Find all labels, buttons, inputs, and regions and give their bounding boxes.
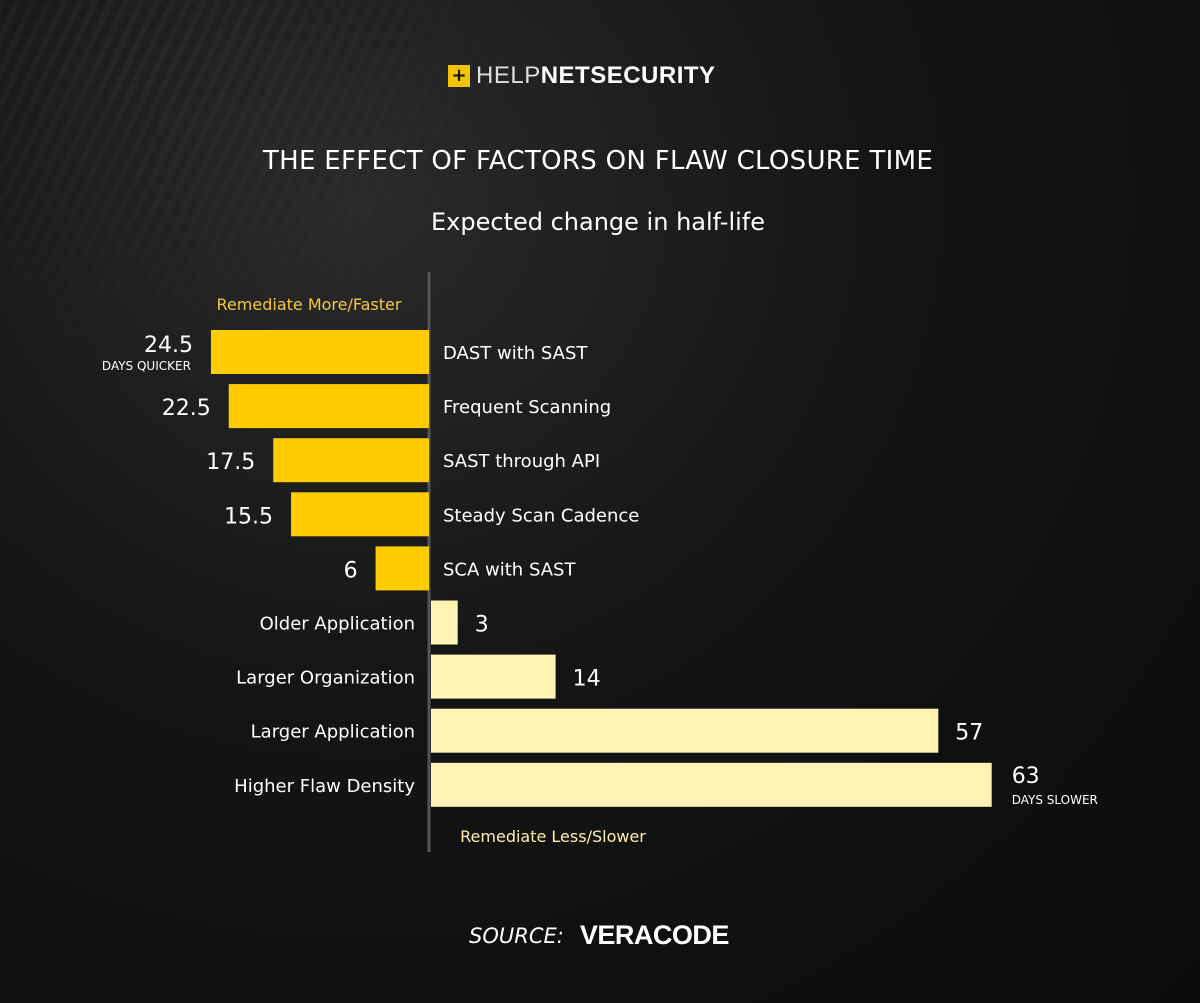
bar — [291, 492, 429, 537]
unit-label: DAYS SLOWER — [1012, 793, 1098, 807]
veracode-logo: VERACODE — [579, 920, 730, 950]
plus-icon: + — [448, 65, 470, 87]
bar — [431, 654, 556, 699]
value-label: 3 — [475, 613, 489, 638]
unit-label: DAYS QUICKER — [102, 359, 191, 373]
top-label: Remediate More/Faster — [217, 295, 402, 314]
bottom-label: Remediate Less/Slower — [460, 827, 646, 846]
value-label: 6 — [344, 558, 358, 583]
bar — [210, 330, 429, 374]
value-label: 15.5 — [224, 504, 273, 529]
category-label: SCA with SAST — [443, 559, 576, 580]
bar — [431, 600, 458, 645]
source: SOURCE: VERACODE — [469, 920, 729, 951]
category-label: Older Application — [260, 614, 415, 635]
chart-title: THE EFFECT OF FACTORS ON FLAW CLOSURE TI… — [262, 146, 934, 176]
value-label: 63 — [1012, 764, 1040, 789]
chart-subtitle: Expected change in half-life — [431, 208, 765, 236]
category-label: SAST through API — [443, 451, 600, 472]
value-label: 17.5 — [206, 450, 255, 475]
helpnetsecurity-logo: + HELP NETSECURITY — [448, 62, 716, 89]
bar — [375, 546, 429, 591]
value-label: 57 — [955, 721, 983, 746]
value-label: 22.5 — [162, 396, 211, 421]
bar — [228, 384, 429, 429]
category-label: Larger Application — [251, 722, 415, 743]
category-label: Higher Flaw Density — [234, 776, 415, 797]
bar — [431, 762, 992, 807]
category-label: Larger Organization — [236, 668, 415, 689]
bar — [431, 708, 939, 753]
category-label: Steady Scan Cadence — [443, 505, 639, 526]
value-label: 24.5 — [144, 333, 193, 358]
source-label: SOURCE: — [469, 923, 564, 948]
value-label: 14 — [573, 667, 601, 692]
category-label: Frequent Scanning — [443, 397, 611, 418]
category-label: DAST with SAST — [443, 343, 588, 364]
bar — [273, 438, 429, 483]
